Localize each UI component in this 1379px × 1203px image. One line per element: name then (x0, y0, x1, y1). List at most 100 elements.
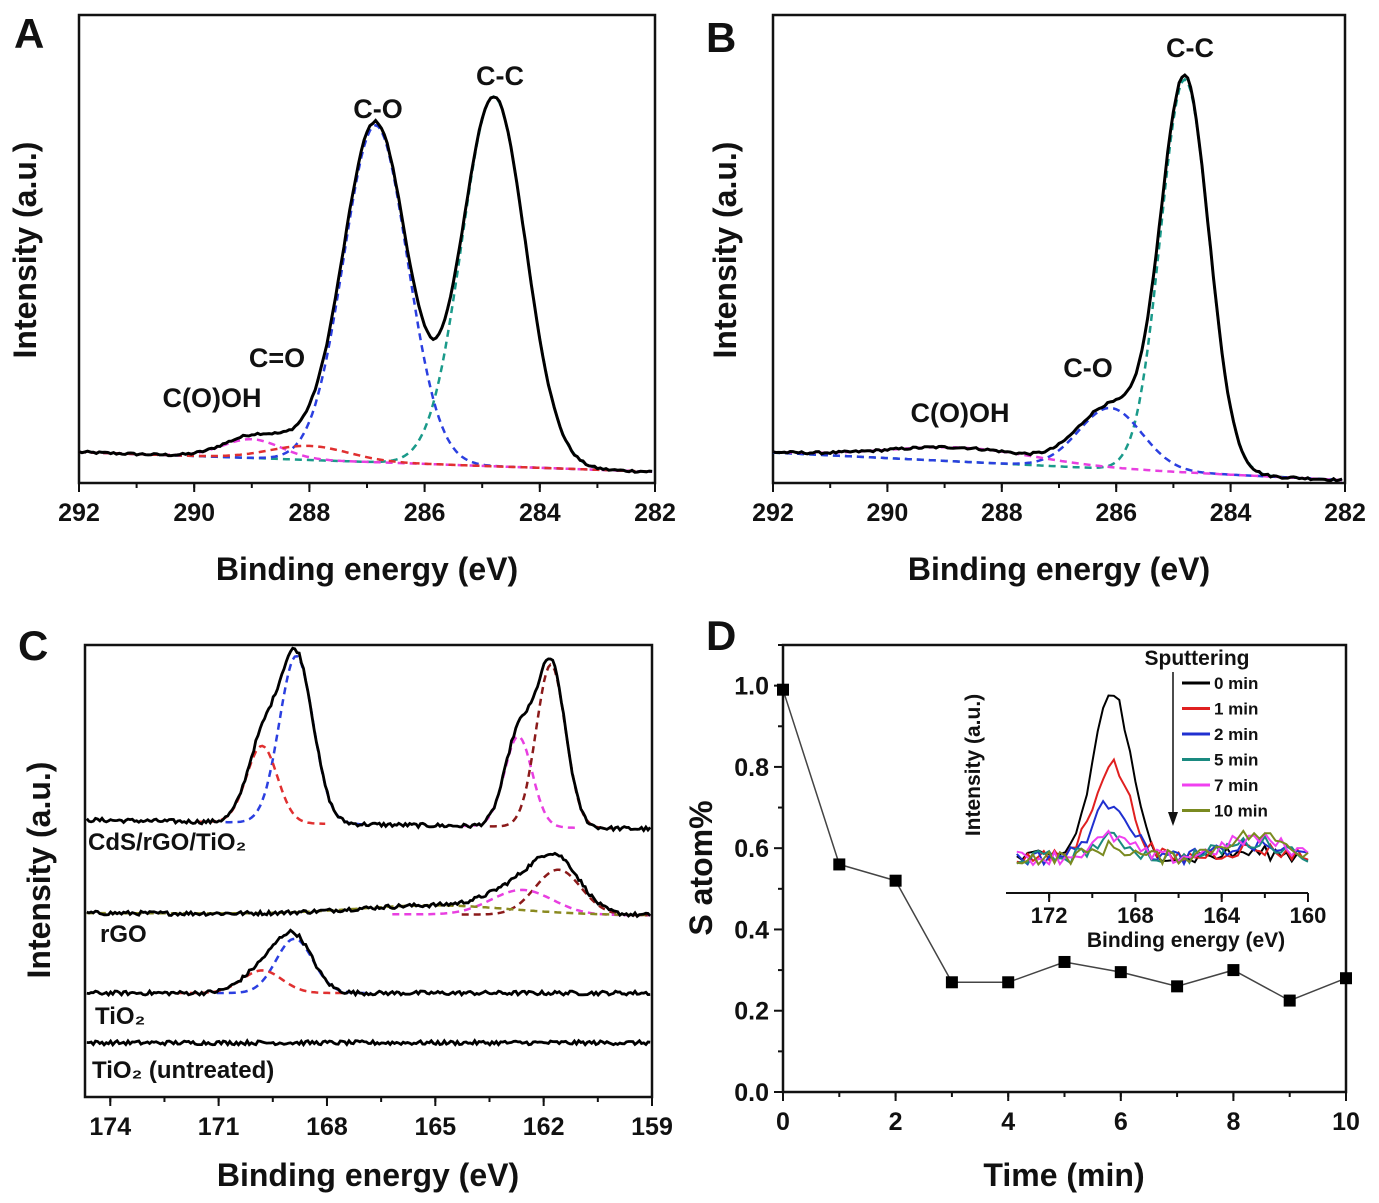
panel-d-ytick-label: 1.0 (734, 673, 769, 701)
panel-d-data-point (1283, 994, 1296, 1007)
annotation-a-c-double-o: C=O (249, 343, 305, 373)
panel-c-series-1-component-1 (225, 654, 367, 826)
sample-label-rgo: rGO (100, 921, 147, 948)
panel-d-data-point (889, 874, 902, 887)
panel-d-data-point (1171, 980, 1184, 993)
panel-label-a: A (14, 10, 44, 57)
panel-d-data-point (1002, 976, 1015, 989)
inset-legend-title: Sputtering (1145, 647, 1250, 670)
panel-label-b: B (706, 14, 736, 61)
panel-b-ylabel: Intensity (a.u.) (707, 142, 743, 359)
panel-label-c: C (18, 622, 48, 669)
panel-d-data-point (1227, 964, 1240, 977)
panel-c-ylabel: Intensity (a.u.) (21, 762, 57, 979)
sample-label-tio2: TiO₂ (95, 1003, 145, 1030)
panel-d-xtick-label: 6 (1114, 1108, 1128, 1136)
panel-b-envelope-line (772, 73, 1343, 483)
panel-d-data-point (1340, 972, 1352, 985)
panel-d-ytick-label: 0.2 (734, 998, 769, 1026)
panel-a-xtick-label: 282 (634, 499, 676, 527)
panel-a-xtick-label: 286 (404, 499, 446, 527)
panel-b-xtick-label: 288 (981, 499, 1023, 527)
panel-c-series-2-component-2 (392, 888, 651, 917)
panel-c-xlabel: Binding energy (eV) (217, 1157, 519, 1193)
inset-legend-label-5: 7 min (1214, 776, 1258, 795)
panel-c-series-1-component-3 (461, 735, 577, 829)
panel-d-ytick-label: 0.6 (734, 835, 769, 863)
panel-c-series-1-component-2 (197, 744, 326, 825)
annotation-b-cooh: C(O)OH (911, 398, 1010, 428)
panel-d-ylabel: S atom% (683, 800, 719, 935)
panel-c-series-line-2 (86, 851, 652, 919)
panel-c-xtick-label: 165 (414, 1113, 456, 1141)
panel-label-d: D (706, 612, 736, 659)
panel-b-xtick-label: 286 (1095, 499, 1137, 527)
panel-a-xtick-label: 284 (519, 499, 561, 527)
panel-c-series-line-3 (86, 928, 651, 998)
annotation-a-c-o: C-O (353, 94, 403, 124)
panel-a-ylabel: Intensity (a.u.) (7, 142, 43, 359)
panel-c-series-1-component-4 (489, 663, 612, 830)
panel-c-xtick-label: 174 (89, 1113, 131, 1141)
panel-a-xtick-label: 288 (289, 499, 331, 527)
inset-xtick-label: 168 (1117, 903, 1154, 928)
inset-xlabel: Binding energy (eV) (1087, 929, 1285, 952)
panel-d-xtick-label: 10 (1332, 1108, 1360, 1136)
panel-d-data-point (777, 683, 789, 696)
annotation-a-cooh: C(O)OH (163, 383, 262, 413)
panel-c-frame (83, 643, 654, 1099)
panel-a-component-4 (78, 444, 653, 473)
annotation-b-c-o: C-O (1063, 353, 1113, 383)
panel-c-series-line-1 (85, 646, 652, 833)
annotation-b-c-c: C-C (1166, 33, 1214, 63)
inset-legend-label-4: 5 min (1214, 751, 1258, 770)
panel-a-xtick-label: 290 (173, 499, 215, 527)
panel-d-xtick-label: 2 (889, 1108, 903, 1136)
panel-b-component-2 (772, 406, 1343, 482)
panel-d-data-point (833, 858, 846, 871)
panel-d-data-point (1058, 955, 1071, 968)
inset-legend-label-6: 10 min (1214, 802, 1268, 821)
inset-xtick-label: 172 (1031, 903, 1068, 928)
inset-xtick-label: 160 (1290, 903, 1327, 928)
panel-c-series-2-component-1 (461, 868, 651, 917)
panel-b-frame (771, 13, 1347, 485)
inset-ylabel: Intensity (a.u.) (962, 694, 985, 836)
panel-c-series-line-4 (86, 1038, 651, 1048)
panel-b-xtick-label: 290 (867, 499, 909, 527)
panel-c-xtick-label: 171 (198, 1113, 240, 1141)
inset-legend-label-2: 1 min (1214, 700, 1258, 719)
panel-d-xlabel: Time (min) (983, 1157, 1144, 1193)
panel-c-xtick-label: 168 (306, 1113, 348, 1141)
panel-d-data-point (945, 976, 958, 989)
panel-a-component-2 (78, 123, 653, 473)
inset-series-line-6 (1016, 829, 1309, 867)
panel-d-xtick-label: 4 (1001, 1108, 1015, 1136)
sample-label-tio2-untreated: TiO₂ (untreated) (92, 1057, 274, 1084)
panel-a-xtick-label: 292 (58, 499, 100, 527)
panel-a-envelope-line (78, 95, 653, 474)
panel-b-xlabel: Binding energy (eV) (908, 551, 1210, 587)
sample-label-cds-rgo-tio2: CdS/rGO/TiO₂ (88, 829, 246, 856)
annotation-a-c-c: C-C (476, 61, 524, 91)
panel-c-series-3-component-1 (216, 937, 371, 995)
panel-d-xtick-label: 8 (1226, 1108, 1240, 1136)
panel-d-ytick-label: 0.4 (734, 916, 769, 944)
panel-d-data-point (1114, 966, 1127, 979)
panel-a-component-1 (78, 95, 653, 473)
inset-legend: 0 min 1 min 2 min 5 min 7 min 10 min (1182, 674, 1268, 821)
panel-c-xtick-label: 159 (631, 1113, 673, 1141)
inset-arrow-head (1168, 812, 1178, 826)
panel-b-xtick-label: 282 (1324, 499, 1366, 527)
panel-d-ytick-label: 0.8 (734, 754, 769, 782)
panel-d-ytick-label: 0.0 (734, 1079, 769, 1107)
panel-a-xlabel: Binding energy (eV) (216, 551, 518, 587)
panel-c-xtick-label: 162 (523, 1113, 565, 1141)
panel-d-series-line (782, 689, 1347, 1002)
panel-b-xtick-label: 292 (752, 499, 794, 527)
panel-b-component-1 (772, 77, 1343, 482)
inset-xtick-label: 164 (1203, 903, 1240, 928)
panel-b-xtick-label: 284 (1210, 499, 1252, 527)
